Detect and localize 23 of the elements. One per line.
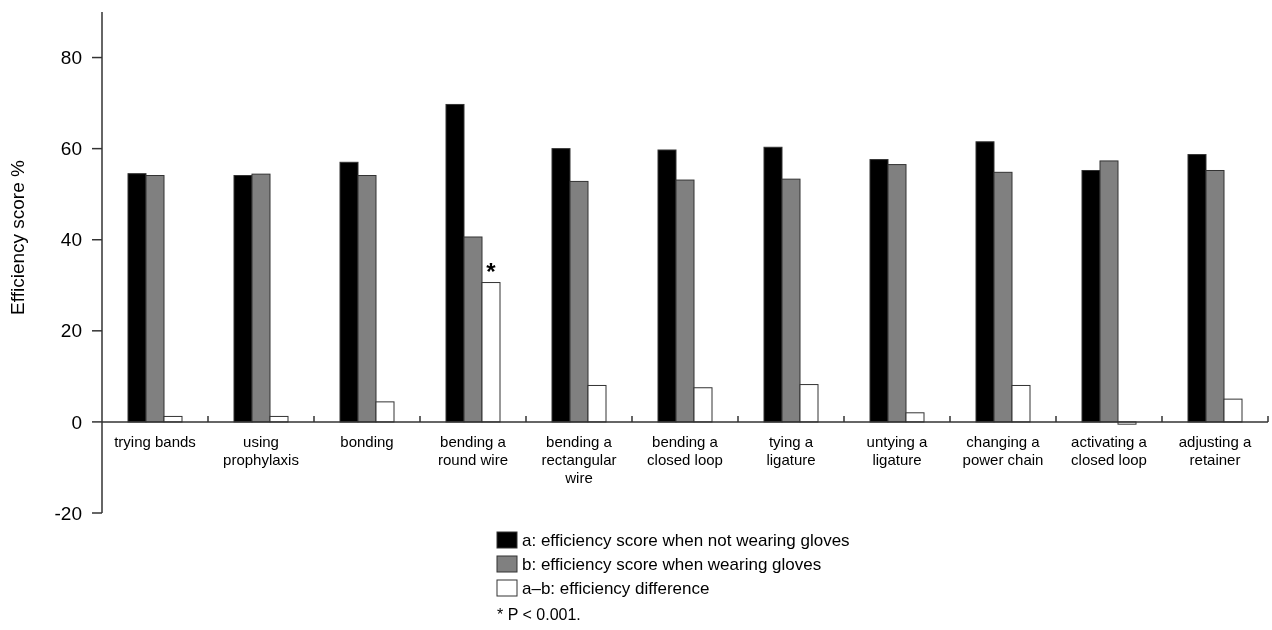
y-tick-label: 0 xyxy=(71,411,82,433)
y-tick-label: 60 xyxy=(60,138,82,160)
y-tick-label: 40 xyxy=(60,229,82,251)
x-tick-label: activating a closed loop xyxy=(1071,432,1148,468)
y-tick-label: -20 xyxy=(54,502,82,524)
x-tick-label: bending a rectangular wire xyxy=(541,432,617,486)
x-tick-label: bending a round wire xyxy=(437,432,509,468)
x-tick-label: changing a power chain xyxy=(962,432,1044,468)
y-tick-label: 20 xyxy=(60,320,82,342)
x-tick-label: using prophylaxis xyxy=(223,432,299,468)
legend-label: a: efficiency score when not wearing gloves xyxy=(522,530,850,550)
x-tick-label: trying bands xyxy=(114,432,196,450)
x-tick-label: bonding xyxy=(340,432,394,450)
y-axis-title: Efficiency score % xyxy=(7,159,28,315)
annotation: * xyxy=(486,257,497,285)
legend-label: b: efficiency score when wearing gloves xyxy=(522,554,822,574)
text: * P < 0.001. xyxy=(497,605,581,623)
x-tick-label: tying a ligature xyxy=(766,432,816,468)
x-tick-label: bending a closed loop xyxy=(647,432,723,468)
x-tick-label: untying a ligature xyxy=(866,432,929,468)
x-tick-label: adjusting a retainer xyxy=(1178,432,1252,468)
legend-label: a–b: efficiency difference xyxy=(522,578,710,598)
y-tick-label: 80 xyxy=(60,47,82,69)
